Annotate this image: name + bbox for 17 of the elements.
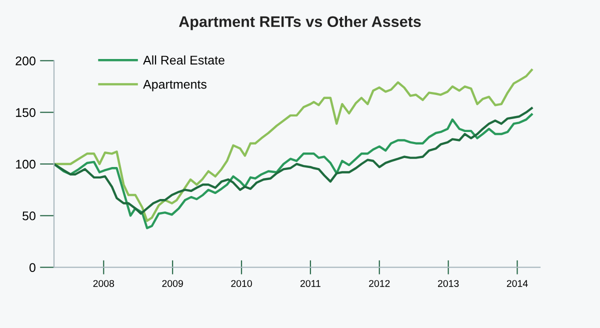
line-series [54, 68, 533, 222]
x-tick-label: 2013 [438, 280, 459, 287]
y-tick-label: 50 [22, 211, 36, 220]
y-tick-label: 100 [16, 160, 36, 169]
y-tick-label: 200 [16, 56, 36, 66]
y-tick-label: 150 [16, 108, 36, 117]
y-tick-label: 0 [29, 263, 36, 272]
x-tick-label: 2010 [231, 280, 252, 287]
legend-label: All Real Estate [143, 55, 224, 65]
chart-title: Apartment REITs vs Other Assets [178, 16, 421, 30]
legend-label: Apartments [143, 80, 206, 92]
x-tick-label: 2008 [93, 280, 114, 287]
x-tick-label: 2011 [300, 280, 320, 287]
x-tick-label: 2014 [506, 280, 528, 287]
x-tick-label: 2012 [369, 280, 390, 287]
line-series [54, 113, 533, 230]
x-tick-label: 2009 [162, 280, 183, 287]
